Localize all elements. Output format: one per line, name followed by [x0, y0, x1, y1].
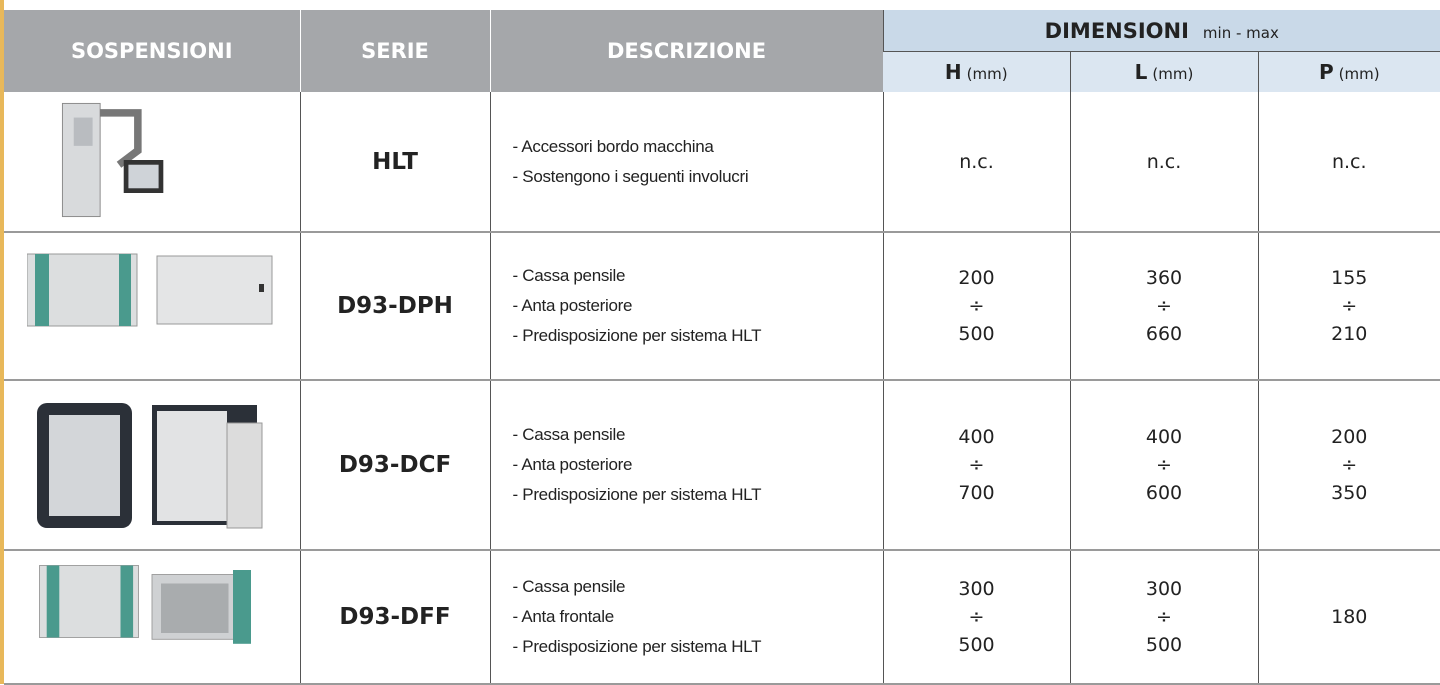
product-image [27, 552, 277, 678]
dimension-value: ÷ [1071, 451, 1258, 479]
dimension-value: 300 [1071, 575, 1258, 603]
dimension-value: ÷ [1259, 292, 1440, 320]
dimension-cell: 400÷700 [883, 380, 1070, 550]
dimension-cell: 200÷350 [1258, 380, 1440, 550]
description-cell: - Accessori bordo macchina- Sostengono i… [490, 92, 883, 232]
subheader-cell: H (mm) [883, 52, 1070, 93]
dimension-value: 700 [884, 479, 1070, 507]
dimension-value: ÷ [884, 292, 1070, 320]
header-cell: SOSPENSIONI [4, 10, 300, 92]
table-row: D93-DCF- Cassa pensile- Anta posteriore-… [4, 380, 1440, 550]
description-cell: - Cassa pensile- Anta frontale- Predispo… [490, 550, 883, 684]
dims-header: DIMENSIONI min - max [883, 10, 1440, 52]
dimension-value: 660 [1071, 320, 1258, 348]
dimension-cell: n.c. [883, 92, 1070, 232]
dimension-value: ÷ [884, 603, 1070, 631]
product-image [27, 234, 277, 374]
dimension-value: 500 [884, 631, 1070, 659]
image-cell [4, 550, 300, 684]
product-image [27, 94, 277, 226]
description-line: - Predisposizione per sistema HLT [513, 632, 883, 662]
dimension-cell: 300÷500 [1070, 550, 1258, 684]
dimension-value: ÷ [1259, 451, 1440, 479]
dimension-value: n.c. [1071, 148, 1258, 176]
dimension-cell: 200÷500 [883, 232, 1070, 380]
range-note: min - max [1203, 24, 1279, 42]
image-cell [4, 380, 300, 550]
serie-cell: D93-DPH [300, 232, 490, 380]
serie-cell: HLT [300, 92, 490, 232]
dimension-value: ÷ [1071, 292, 1258, 320]
dim-letter: P [1319, 60, 1334, 84]
dim-unit: (mm) [967, 65, 1008, 83]
table-row: D93-DFF- Cassa pensile- Anta frontale- P… [4, 550, 1440, 684]
description-line: - Accessori bordo macchina [513, 132, 883, 162]
description-line: - Predisposizione per sistema HLT [513, 321, 883, 351]
header-cell: DESCRIZIONE [490, 10, 883, 92]
dimension-value: 360 [1071, 264, 1258, 292]
description-line: - Anta posteriore [513, 291, 883, 321]
dim-unit: (mm) [1339, 65, 1380, 83]
description-line: - Anta frontale [513, 602, 883, 632]
description-cell: - Cassa pensile- Anta posteriore- Predis… [490, 380, 883, 550]
product-table: SOSPENSIONI SERIE DESCRIZIONE DIMENSIONI… [4, 10, 1440, 685]
dimension-value: 200 [1259, 423, 1440, 451]
product-image [27, 382, 277, 544]
dimension-value: 200 [884, 264, 1070, 292]
description-line: - Predisposizione per sistema HLT [513, 480, 883, 510]
dimension-value: 400 [1071, 423, 1258, 451]
description-line: - Anta posteriore [513, 450, 883, 480]
dimension-value: 210 [1259, 320, 1440, 348]
dim-letter: L [1135, 60, 1148, 84]
dimension-cell: 180 [1258, 550, 1440, 684]
subheader-cell: P (mm) [1258, 52, 1440, 93]
dim-unit: (mm) [1152, 65, 1193, 83]
dimension-value: 155 [1259, 264, 1440, 292]
subheader-cell: L(mm) [1070, 52, 1258, 93]
dimension-value: 300 [884, 575, 1070, 603]
dimension-value: 600 [1071, 479, 1258, 507]
image-cell [4, 232, 300, 380]
image-cell [4, 92, 300, 232]
dimension-cell: 155÷210 [1258, 232, 1440, 380]
dimension-value: ÷ [884, 451, 1070, 479]
dimension-value: n.c. [1259, 148, 1440, 176]
description-line: - Cassa pensile [513, 572, 883, 602]
dimension-cell: 400÷600 [1070, 380, 1258, 550]
dimension-value: 400 [884, 423, 1070, 451]
table-row: HLT- Accessori bordo macchina- Sostengon… [4, 92, 1440, 232]
dim-letter: H [945, 60, 962, 84]
dimension-value: 180 [1259, 603, 1440, 631]
dimension-cell: 360÷660 [1070, 232, 1258, 380]
serie-cell: D93-DCF [300, 380, 490, 550]
dimension-cell: 300÷500 [883, 550, 1070, 684]
description-cell: - Cassa pensile- Anta posteriore- Predis… [490, 232, 883, 380]
header-cell: SERIE [300, 10, 490, 92]
description-line: - Cassa pensile [513, 420, 883, 450]
table-row: D93-DPH- Cassa pensile- Anta posteriore-… [4, 232, 1440, 380]
dimension-value: n.c. [884, 148, 1070, 176]
serie-cell: D93-DFF [300, 550, 490, 684]
description-line: - Sostengono i seguenti involucri [513, 162, 883, 192]
dimension-value: 350 [1259, 479, 1440, 507]
dimension-value: ÷ [1071, 603, 1258, 631]
dimension-value: 500 [1071, 631, 1258, 659]
dimension-value: 500 [884, 320, 1070, 348]
dimension-cell: n.c. [1258, 92, 1440, 232]
dimension-cell: n.c. [1070, 92, 1258, 232]
description-line: - Cassa pensile [513, 261, 883, 291]
dims-title: DIMENSIONI [1045, 19, 1189, 43]
